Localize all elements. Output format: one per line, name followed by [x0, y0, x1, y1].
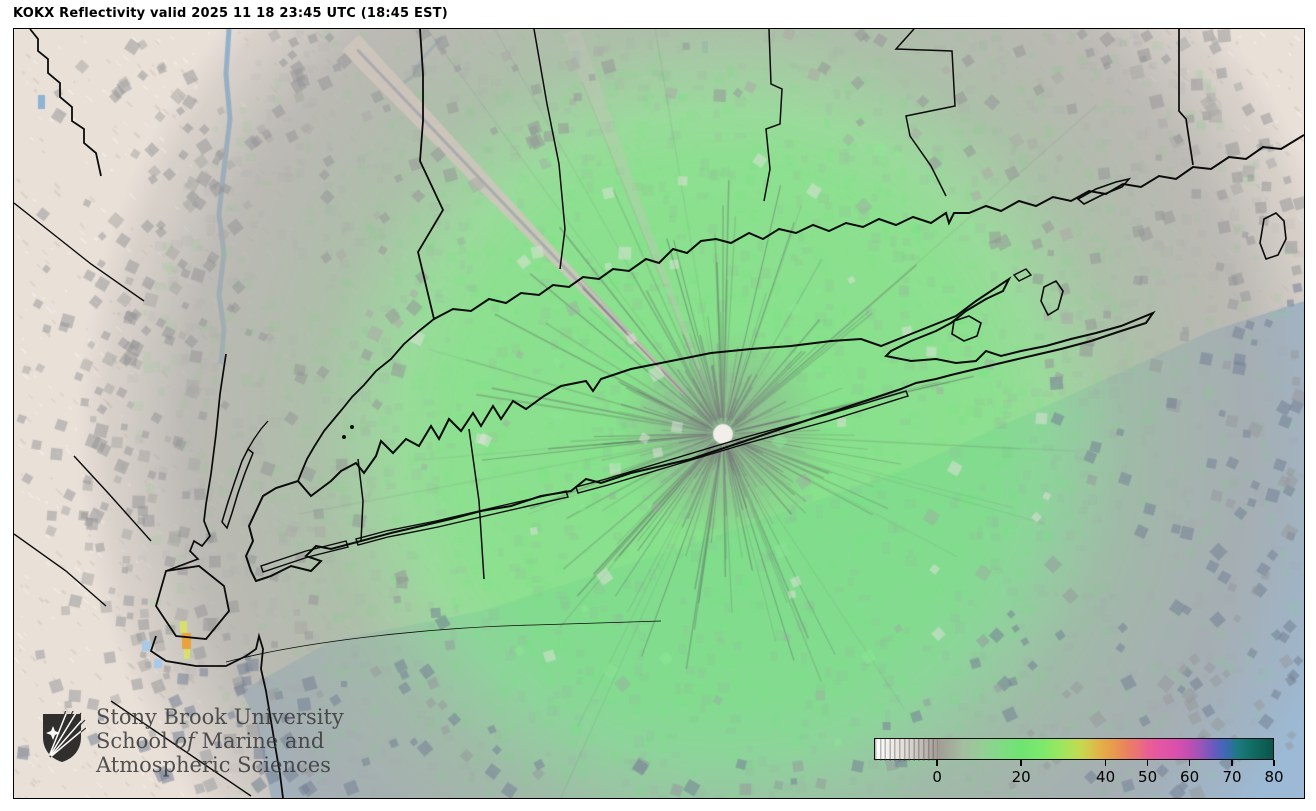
island-shelter [951, 315, 982, 342]
sbu-logo-text: Stony Brook University School of Marine … [96, 705, 344, 777]
island-fishers [1076, 177, 1132, 205]
coastline-connecticut [433, 134, 1304, 320]
sbu-star [46, 726, 60, 740]
county-line [14, 533, 107, 607]
colorbar-tick-label: 60 [1180, 768, 1200, 786]
coastline-hudson-nj [165, 353, 227, 572]
colorbar-tick-label: 70 [1222, 768, 1242, 786]
state-border-ct-ri [1178, 29, 1194, 166]
island-staten [155, 565, 230, 640]
coastline-long-island [244, 276, 1156, 583]
colorbar-tick-mark [1104, 760, 1107, 766]
colorbar-tick-mark [1273, 760, 1275, 766]
county-line-ct [894, 29, 956, 197]
colorbar-gradient [874, 738, 1274, 761]
maritime-boundary-line [225, 620, 662, 663]
barrier-island-jones-beach [355, 490, 569, 546]
county-line-ct [763, 29, 783, 202]
barrier-island-fire-island [575, 390, 909, 494]
island-manhattan [221, 447, 254, 530]
sbu-logo: Stony Brook University School of Marine … [40, 705, 344, 777]
colorbar-tick-mark [1188, 760, 1191, 766]
island-block [1259, 212, 1287, 261]
colorbar-tick-label: 0 [932, 768, 942, 786]
county-line-ct [533, 29, 566, 270]
map-boundaries-layer [14, 29, 1304, 798]
colorbar-tick-mark [936, 760, 938, 766]
state-border-ny-ct [297, 29, 445, 482]
barrier-island-rockaway [260, 540, 349, 573]
colorbar-tick-mark [1231, 760, 1233, 766]
colorbar-tick-mark [1146, 760, 1149, 766]
county-line [14, 202, 145, 302]
colorbar-tick-label: 20 [1011, 768, 1031, 786]
island-gardiners [1040, 279, 1064, 317]
sound-islet [342, 435, 346, 439]
colorbar-tick-label: 40 [1096, 768, 1116, 786]
county-line-nassau-suffolk [468, 428, 485, 580]
radar-raster-layer [14, 29, 1304, 798]
county-line [110, 700, 252, 797]
sbu-shield-icon [43, 711, 86, 762]
sbu-logo-line2: School of Marine and [96, 729, 325, 753]
colorbar-tick-label: 50 [1138, 768, 1158, 786]
radar-map: Stony Brook University School of Marine … [13, 28, 1305, 799]
reflectivity-colorbar: 0 20 40 50 60 70 80 [874, 738, 1284, 790]
page-title: KOKX Reflectivity valid 2025 11 18 23:45… [13, 6, 448, 21]
state-border-ny-nj [29, 29, 102, 177]
harlem-river-line [247, 420, 269, 450]
colorbar-stripes [875, 739, 938, 761]
sound-islet [350, 425, 354, 429]
sbu-logo-line1: Stony Brook University [96, 705, 344, 729]
sbu-logo-line3: Atmospheric Sciences [96, 753, 331, 777]
county-line [73, 455, 152, 542]
island-plum [1012, 268, 1033, 282]
colorbar-tick-mark [1020, 760, 1022, 766]
county-line-queens-nassau [357, 458, 364, 542]
colorbar-tick-label: 80 [1264, 768, 1284, 786]
coastline-raritan-sandy-hook [149, 632, 284, 798]
